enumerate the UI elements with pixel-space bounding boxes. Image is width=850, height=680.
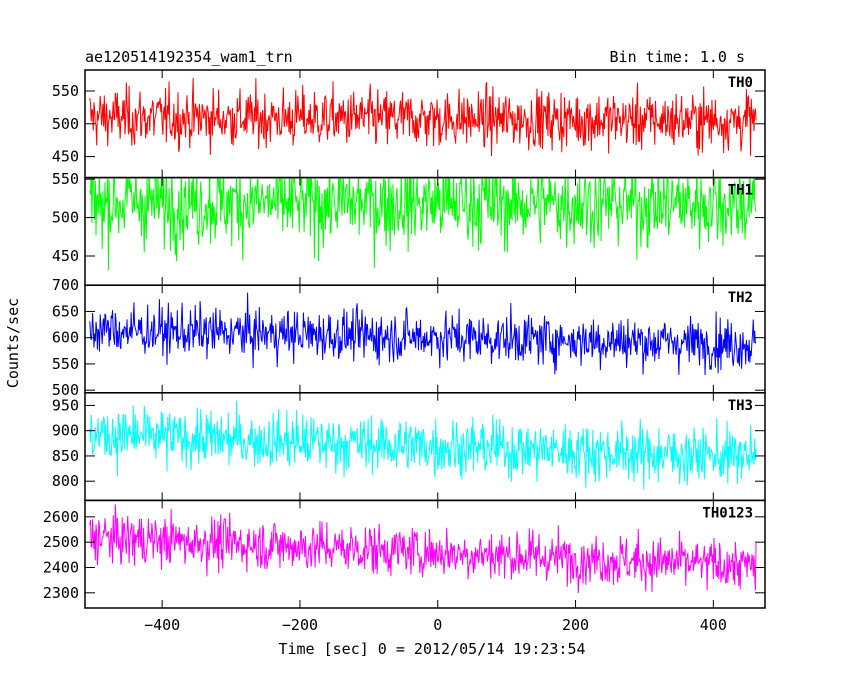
y-tick-label-th3: 950 [52,396,79,414]
y-tick-label-th2: 600 [52,329,79,347]
y-tick-label-th2: 700 [52,276,79,294]
y-tick-label-th1: 500 [52,209,79,227]
y-tick-label-th1: 550 [52,170,79,188]
x-tick-label: −400 [144,616,180,634]
y-tick-label-th0123: 2500 [43,533,79,551]
x-tick-label: 200 [562,616,589,634]
x-axis-label: Time [sec] 0 = 2012/05/14 19:23:54 [278,640,585,658]
panel-label-th1: TH1 [728,183,753,199]
series-line-th0123 [89,504,757,593]
y-tick-label-th2: 500 [52,381,79,399]
x-tick-label: 0 [433,616,442,634]
panel-label-th0123: TH0123 [702,505,753,521]
y-tick-label-th0: 450 [52,148,79,166]
y-tick-label-th2: 650 [52,302,79,320]
y-axis-label: Counts/sec [4,298,22,388]
y-tick-label-th0123: 2400 [43,558,79,576]
y-tick-label-th3: 800 [52,472,79,490]
y-tick-label-th0123: 2300 [43,584,79,602]
panel-label-th0: TH0 [728,75,753,91]
panel-label-th2: TH2 [728,290,753,306]
x-tick-label: −200 [282,616,318,634]
y-tick-label-th2: 550 [52,355,79,373]
series-line-th3 [89,400,757,490]
y-tick-label-th0123: 2600 [43,508,79,526]
y-tick-label-th0: 500 [52,115,79,133]
chart-subtitle: Bin time: 1.0 s [610,48,745,66]
x-tick-label: 400 [700,616,727,634]
series-line-th0 [89,77,757,157]
y-tick-label-th3: 900 [52,422,79,440]
series-line-th2 [89,292,757,376]
y-tick-label-th3: 850 [52,447,79,465]
y-tick-label-th1: 450 [52,247,79,265]
panels-group: 450 500 550 TH0 450 500 550 TH1 500 550 600 650 700 T… [43,69,766,634]
panel-label-th3: TH3 [728,398,753,414]
y-tick-label-th0: 550 [52,82,79,100]
series-line-th1 [89,177,757,271]
panel-frame-th0123 [84,499,766,609]
chart-title: ae120514192354_wam1_trn [85,48,293,66]
